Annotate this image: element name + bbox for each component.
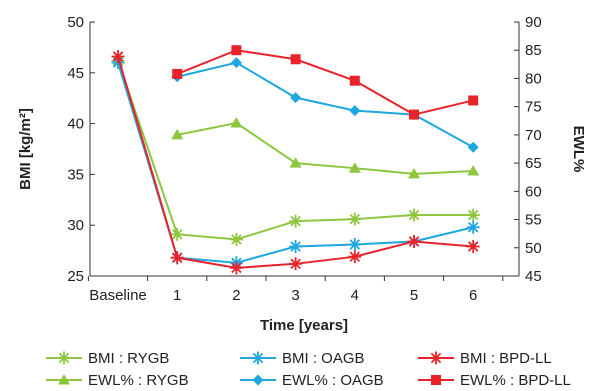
data-point [466,208,480,222]
x-tick-label: 4 [351,287,359,304]
data-point [348,162,361,173]
data-point [408,167,420,179]
left-tick-label: 35 [67,166,84,183]
series-0 [111,54,480,246]
series-line [117,60,474,241]
legend-marker [429,351,443,365]
legend-label: BMI : OAGB [282,350,365,367]
x-tick-label: 5 [410,287,418,304]
data-point [409,109,419,120]
left-tick-label: 50 [67,14,84,31]
series-2 [111,50,480,275]
right-tick-label: 60 [525,183,542,200]
data-point [466,240,480,254]
data-point [111,50,125,64]
data-point [349,75,360,86]
data-point [289,257,303,271]
legend-item: EWL% : BPD-LL [418,372,571,389]
data-point [171,128,184,140]
legend-label: BMI : BPD-LL [460,350,552,367]
left-tick-label: 25 [67,268,84,285]
y2-axis-title: EWL% [570,126,587,173]
data-point [170,251,184,265]
data-point [349,105,361,117]
data-point [467,141,479,153]
right-tick-label: 45 [525,268,542,285]
left-tick-label: 45 [67,65,84,82]
legend-label: BMI : RYGB [88,350,169,367]
x-tick-label: 6 [469,287,477,304]
data-point [289,214,303,228]
right-tick-label: 80 [525,70,542,87]
series-3 [171,117,480,179]
right-tick-label: 90 [525,14,542,31]
data-point [170,227,184,241]
legend-marker [431,375,441,385]
x-tick-label: 2 [232,287,240,304]
x-tick-label: 3 [291,287,299,304]
legend-item: BMI : BPD-LL [418,350,552,367]
series-line [176,49,474,116]
legend-label: EWL% : BPD-LL [460,372,571,389]
series-4 [171,57,479,153]
x-tick-label: Baseline [89,287,147,304]
right-tick-label: 75 [525,99,542,116]
series-5 [172,45,479,120]
legend-item: BMI : OAGB [240,350,365,367]
data-point [468,95,479,106]
legend-label: EWL% : OAGB [282,372,384,389]
legend-marker [58,374,70,385]
legend-marker [57,351,71,365]
right-tick-label: 70 [525,127,542,144]
data-point [467,165,480,176]
right-tick-label: 65 [525,155,542,172]
data-point [230,57,242,69]
data-point [229,232,243,246]
data-point [407,234,421,248]
legend-marker [251,351,265,365]
data-point [290,92,302,104]
right-tick-label: 85 [525,42,542,59]
left-tick-label: 40 [67,116,84,133]
x-ticks: Baseline 1 2 3 4 5 6 [87,276,504,304]
x-axis-title: Time [years] [260,317,348,334]
data-point [407,208,421,222]
right-tick-label: 50 [525,240,542,257]
data-point [289,240,303,254]
series-line [177,121,474,175]
data-point [348,212,362,226]
series-line [176,61,474,149]
data-point [348,238,362,252]
legend-label: EWL% : RYGB [88,372,189,389]
left-tick-label: 30 [67,217,84,234]
legend: BMI : RYGB BMI : OAGB BMI : BPD-LL EWL% : R… [46,350,571,389]
series-layer [111,45,480,275]
legend-item: BMI : RYGB [46,350,169,367]
data-point [466,220,480,234]
data-point [290,54,301,65]
data-point [231,45,242,56]
legend-marker [252,374,264,386]
legend-item: EWL% : RYGB [46,372,189,389]
data-point [229,261,243,275]
data-point [289,157,302,168]
data-point [172,68,183,79]
right-y-ticks: 45 50 55 60 65 70 75 80 85 90 [514,14,542,285]
data-point [348,250,362,264]
right-tick-label: 55 [525,212,542,229]
x-tick-label: 1 [173,287,181,304]
data-point [230,117,243,128]
y-axis-title: BMI [kg/m²] [17,108,34,190]
legend-item: EWL% : OAGB [240,372,384,389]
left-y-ticks: 25 30 35 40 45 50 [67,14,95,285]
